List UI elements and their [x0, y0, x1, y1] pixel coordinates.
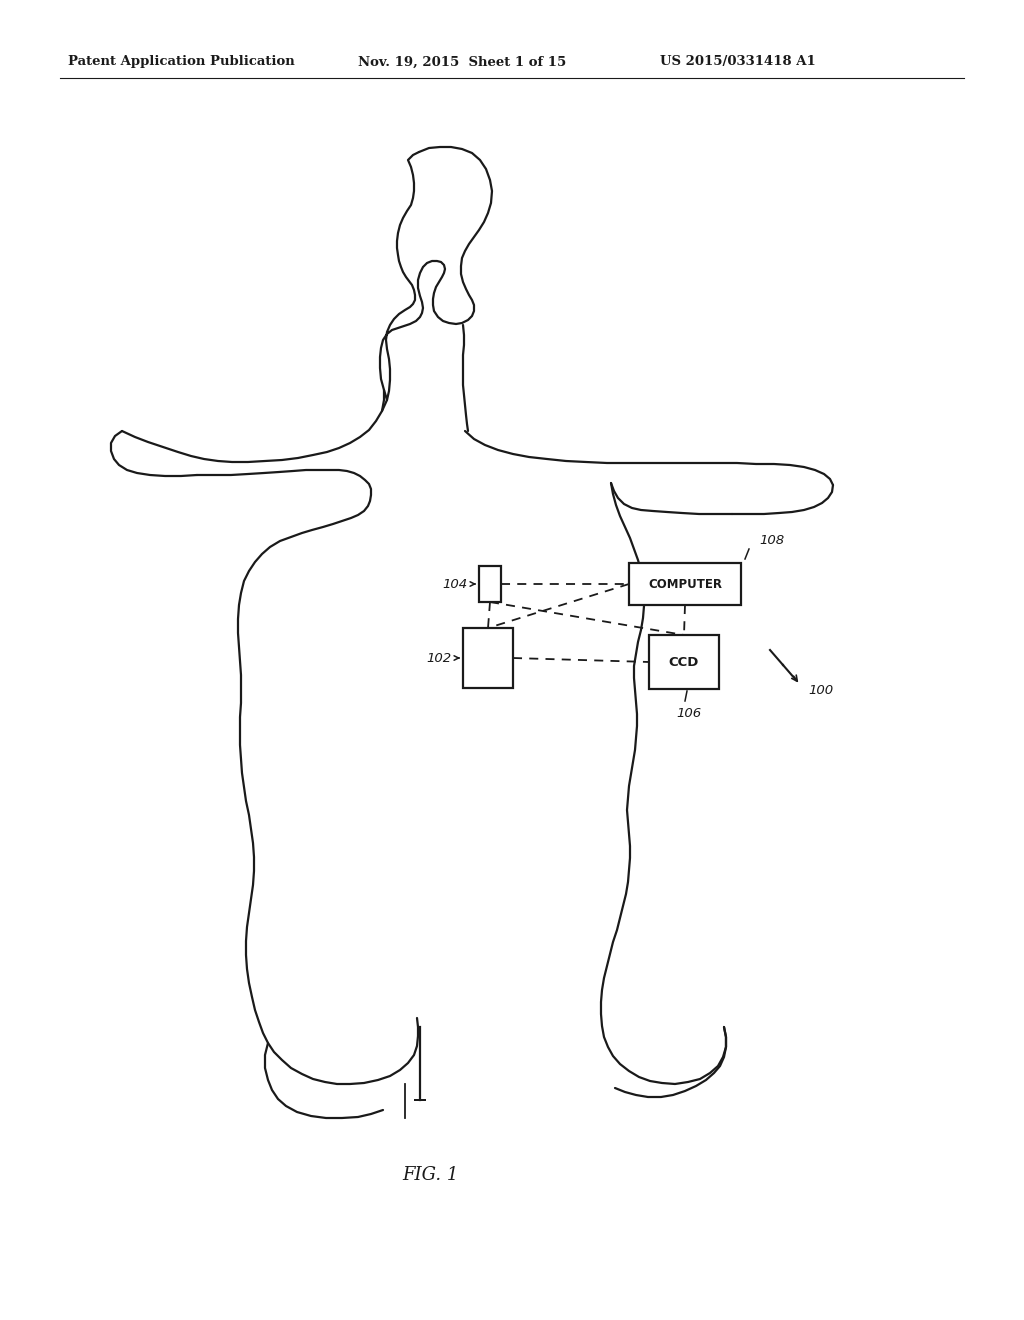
- Text: CCD: CCD: [669, 656, 699, 668]
- Text: 100: 100: [808, 684, 834, 697]
- Text: 104: 104: [442, 578, 467, 590]
- Text: FIG. 1: FIG. 1: [401, 1166, 458, 1184]
- Text: COMPUTER: COMPUTER: [648, 578, 722, 590]
- Bar: [479, 566, 501, 602]
- Text: 102: 102: [426, 652, 451, 664]
- Text: Patent Application Publication: Patent Application Publication: [68, 55, 295, 69]
- Text: US 2015/0331418 A1: US 2015/0331418 A1: [660, 55, 816, 69]
- Text: Nov. 19, 2015  Sheet 1 of 15: Nov. 19, 2015 Sheet 1 of 15: [358, 55, 566, 69]
- Bar: [649, 635, 719, 689]
- Text: 106: 106: [677, 708, 701, 719]
- Text: 108: 108: [759, 535, 784, 548]
- Bar: [463, 628, 513, 688]
- Bar: [629, 564, 741, 605]
